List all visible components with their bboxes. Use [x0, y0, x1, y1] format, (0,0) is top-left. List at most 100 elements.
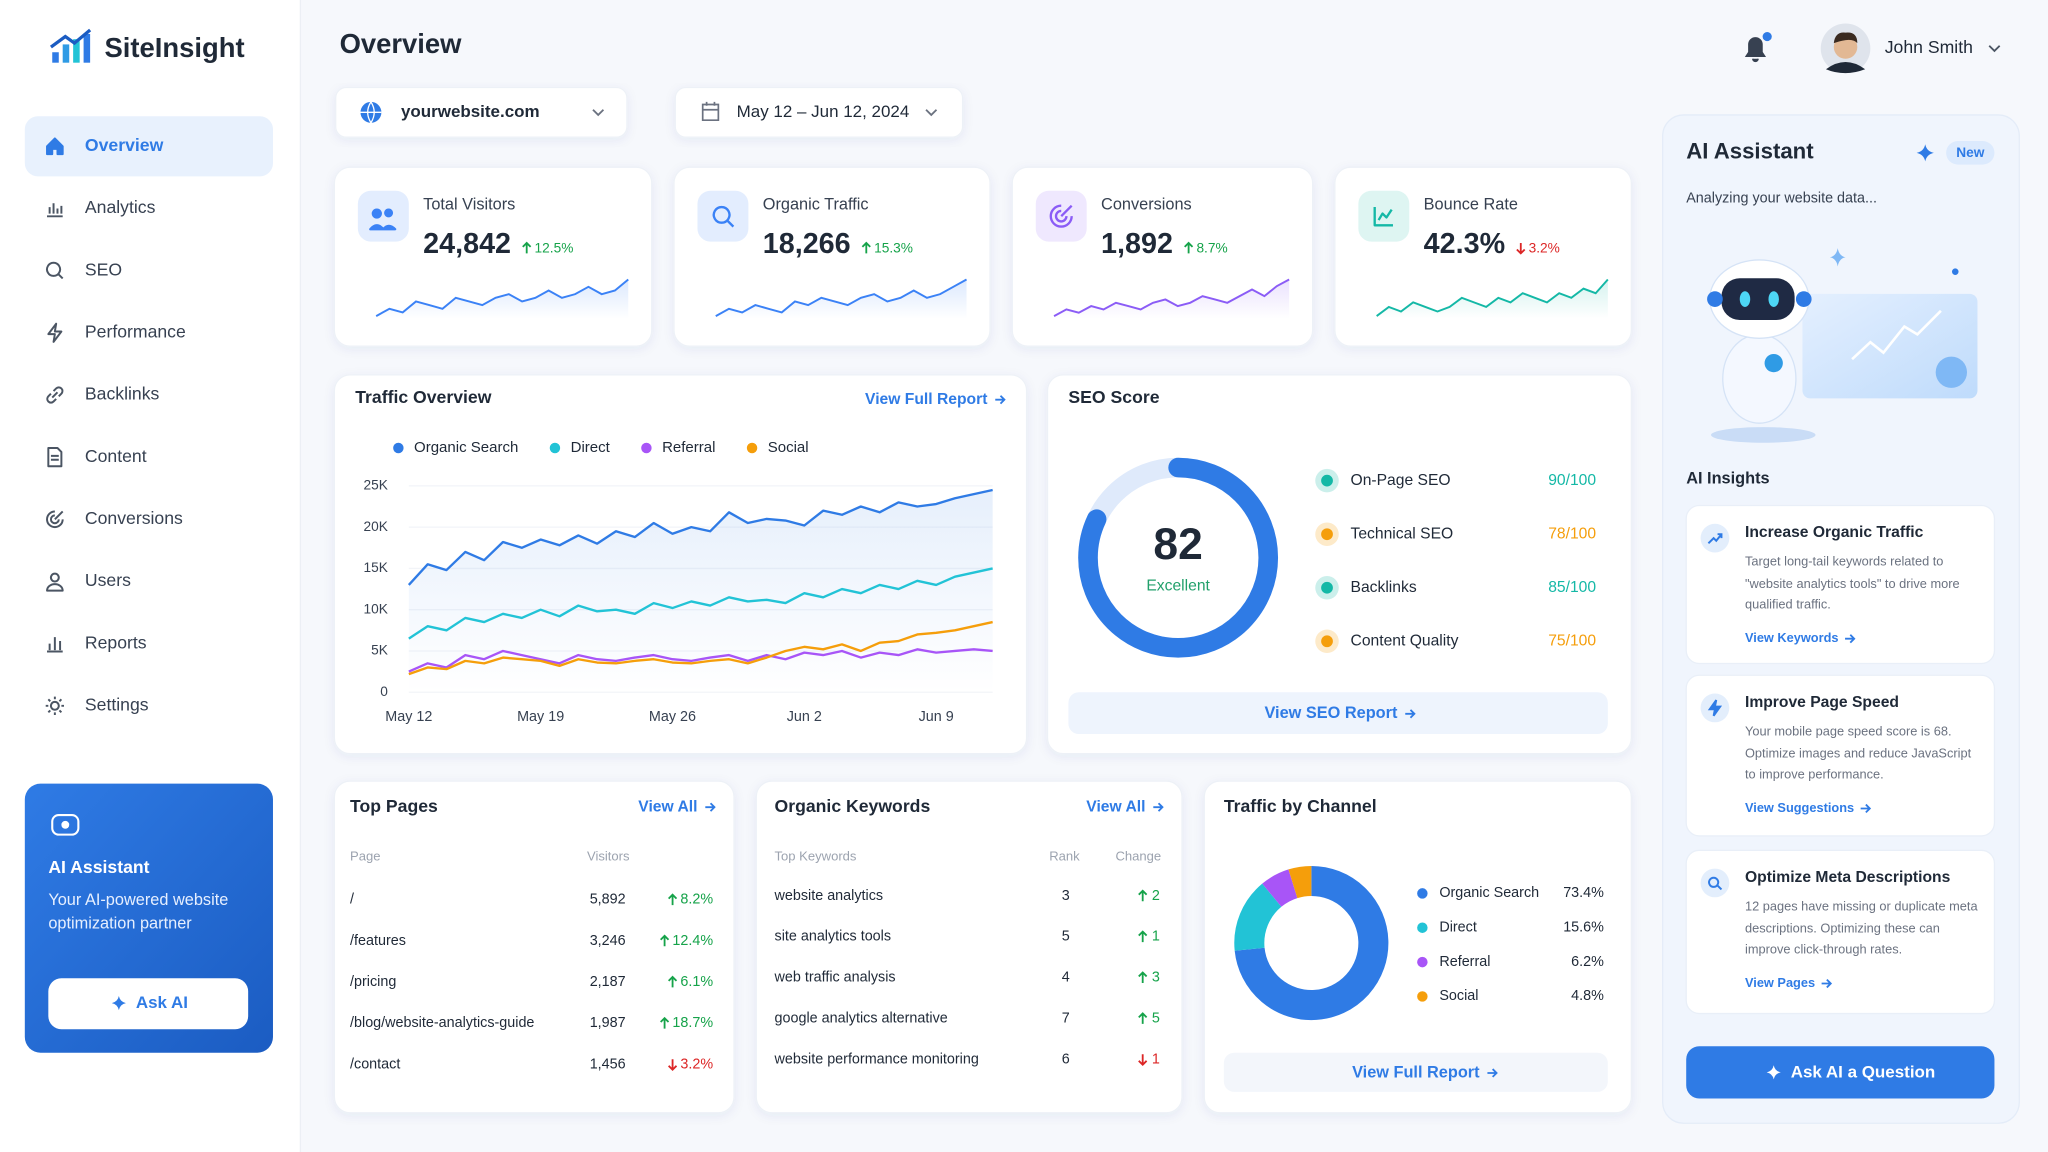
trend-arrow [522, 241, 532, 254]
nav-item[interactable]: Performance [85, 321, 186, 341]
line-series [408, 620, 993, 676]
nav-item[interactable]: Backlinks [85, 384, 160, 404]
robot-eye [1739, 291, 1751, 307]
y-tick-label: 25K [364, 478, 388, 493]
nav-icon [47, 203, 63, 218]
insight-link[interactable]: View Pages [1745, 975, 1815, 990]
x-tick-label: May 19 [517, 709, 564, 725]
x-tick-label: May 26 [649, 709, 696, 725]
badge-label: New [1956, 145, 1985, 160]
change: 1 [1152, 1051, 1160, 1067]
kpi-icon [1049, 204, 1073, 228]
globe-lines [360, 101, 382, 125]
rank: 7 [1062, 1010, 1070, 1026]
legend-label: Organic Search [414, 439, 518, 456]
nav-item[interactable]: Analytics [85, 197, 156, 217]
kpi-label: Conversions [1101, 195, 1192, 213]
button[interactable] [1068, 692, 1608, 735]
ask-button[interactable] [1686, 1046, 1995, 1099]
badge [1946, 141, 1995, 165]
filter-dropdown[interactable] [674, 86, 964, 138]
score-name: On-Page SEO [1351, 472, 1451, 489]
robot-shadow [1711, 427, 1816, 443]
visitors: 2,187 [590, 974, 626, 990]
kpi-icon-bg [697, 190, 749, 242]
keyword: google analytics alternative [775, 1010, 948, 1026]
filter-dropdown[interactable] [335, 86, 628, 138]
legend-dot [641, 442, 652, 454]
score-icon [1321, 474, 1333, 487]
nav-item[interactable]: Reports [85, 632, 147, 652]
line-area [408, 490, 993, 693]
column-header: Change [1115, 848, 1161, 863]
visitors: 3,246 [590, 933, 626, 949]
button-label[interactable]: View SEO Report [1264, 704, 1398, 722]
value-label: 73.4% [1563, 885, 1604, 901]
trend-arrow [1138, 930, 1148, 943]
promo-button-label[interactable]: Ask AI [136, 993, 188, 1012]
score-icon [1321, 581, 1333, 594]
nav-item[interactable]: Users [85, 570, 131, 590]
score-icon [1321, 528, 1333, 541]
insight-link[interactable]: View Suggestions [1745, 800, 1854, 815]
kpi-value: 1,892 [1101, 228, 1173, 260]
trend-arrow [660, 1016, 670, 1029]
sparkline [1376, 278, 1609, 317]
insight-text: Target long-tail keywords related to "we… [1744, 555, 1960, 613]
chevron [1988, 45, 2001, 53]
user-name[interactable]: John Smith [1885, 37, 1973, 57]
y-tick-label: 5K [371, 643, 388, 658]
sparkline [715, 278, 968, 317]
x-tick-label: Jun 9 [919, 709, 954, 725]
keyword: website analytics [774, 888, 884, 904]
legend-dot [1417, 991, 1428, 1002]
value-label: 15.6% [1563, 920, 1604, 936]
arrow-icon [1487, 1068, 1498, 1078]
ask-button-label[interactable]: Ask AI a Question [1791, 1062, 1936, 1081]
kpi-icon [712, 205, 735, 228]
notification-dot [1762, 31, 1772, 42]
legend-dot [549, 442, 561, 454]
card-title: Organic Keywords [775, 796, 931, 816]
insight-link[interactable]: View Keywords [1745, 630, 1839, 645]
sparkline [1053, 278, 1290, 317]
nav-item[interactable]: SEO [85, 259, 122, 279]
page-path: /features [350, 933, 406, 949]
avatar-body [1825, 62, 1866, 74]
bell-icon[interactable] [1744, 37, 1767, 63]
arrow-icon [705, 802, 716, 812]
donut-slice [1262, 869, 1299, 908]
sparkline-area [1054, 279, 1290, 319]
section-title: AI Insights [1686, 470, 1769, 488]
donut-slice [1288, 865, 1312, 899]
arrow-icon [1845, 634, 1856, 644]
nav-active-bg [24, 116, 273, 177]
chevron [592, 109, 605, 117]
link[interactable]: View All [1086, 798, 1145, 815]
nav-item[interactable]: Overview [85, 135, 164, 155]
logo-bar [62, 44, 70, 63]
score-name: Content Quality [1351, 632, 1459, 649]
page-path: /pricing [350, 974, 396, 990]
nav-item[interactable]: Settings [85, 694, 149, 714]
page-title: Overview [340, 28, 463, 59]
link[interactable]: View All [638, 798, 697, 815]
gauge-value: 82 [1153, 520, 1202, 569]
nav-item[interactable]: Conversions [85, 508, 183, 528]
page-path: /contact [350, 1056, 400, 1072]
button-label[interactable]: View Full Report [1352, 1063, 1480, 1081]
robot-eye [1768, 291, 1779, 307]
insight-card [1685, 504, 1996, 665]
nav-item[interactable]: Content [85, 446, 147, 466]
line-series [408, 567, 993, 640]
link[interactable]: View Full Report [865, 391, 988, 408]
rank: 6 [1062, 1051, 1070, 1067]
trend-arrow [668, 1059, 678, 1072]
score-value: 85/100 [1548, 579, 1596, 596]
card-title: Traffic Overview [355, 387, 491, 407]
change: 2 [1152, 888, 1160, 904]
button[interactable] [1223, 1052, 1608, 1092]
legend-label: Social [1439, 988, 1478, 1004]
promo-button[interactable] [48, 978, 249, 1030]
